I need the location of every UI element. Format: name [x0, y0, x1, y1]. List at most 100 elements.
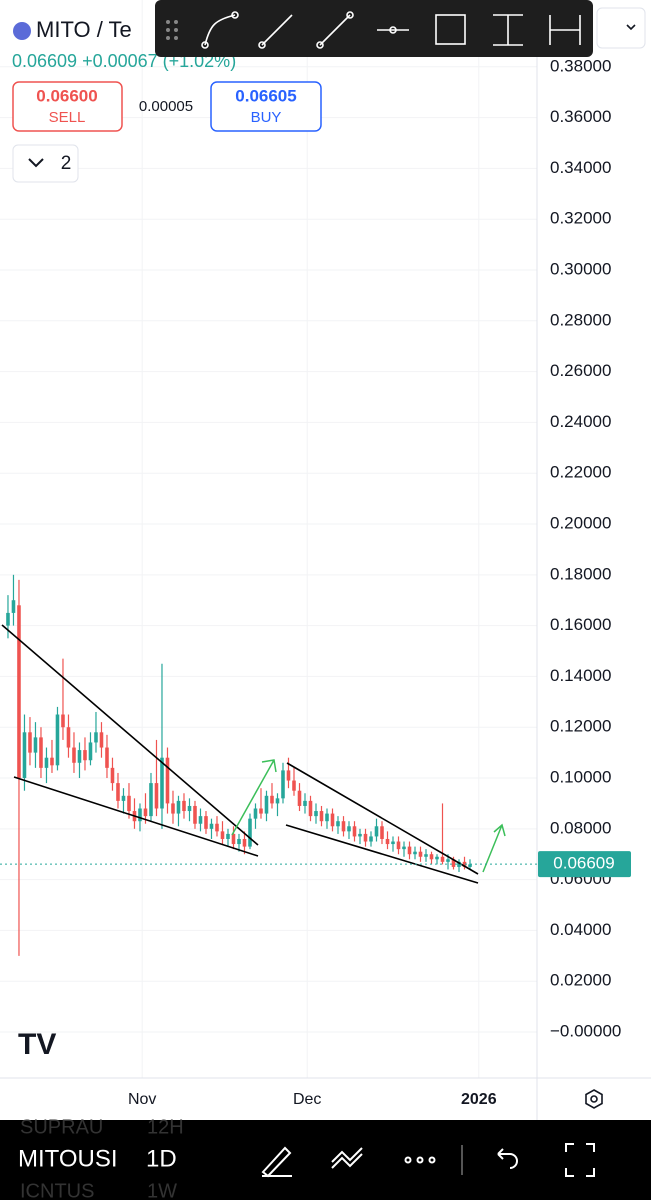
candle-body	[451, 859, 456, 867]
candle-body	[253, 808, 258, 819]
candle-body	[270, 795, 274, 804]
toolbar-handle	[166, 20, 178, 40]
candle-body	[391, 841, 395, 845]
candles	[6, 574, 472, 956]
x-tick-label: 2026	[461, 1091, 497, 1108]
candle-body	[182, 800, 186, 812]
candle-body	[374, 826, 379, 837]
candle-body	[94, 732, 98, 743]
spread: 0.00005	[139, 98, 193, 115]
tool-path[interactable]	[204, 14, 236, 46]
logo: TV	[18, 1028, 56, 1061]
y-tick-label: 0.22000	[550, 463, 611, 482]
candle-body	[369, 836, 373, 842]
trendlines	[1, 624, 479, 884]
candle-body	[292, 780, 296, 791]
y-tick-label: 0.28000	[550, 310, 611, 329]
indicator-icon[interactable]	[331, 1147, 363, 1169]
buy-button[interactable]	[210, 81, 322, 132]
settings-icon[interactable]	[585, 1089, 603, 1109]
candle-body	[22, 732, 27, 779]
x-tick-label: Nov	[128, 1091, 156, 1108]
buy-price: 0.06605	[235, 86, 296, 105]
bottom-icons[interactable]	[261, 1143, 595, 1178]
candle-body	[226, 833, 230, 839]
toolbar-tools[interactable]	[201, 11, 581, 49]
y-tick-label: 0.02000	[550, 971, 611, 990]
candle-body	[50, 757, 54, 766]
candle-body	[99, 732, 104, 748]
candle-body	[17, 605, 21, 779]
sell-button[interactable]	[12, 81, 123, 132]
candle-body	[462, 861, 467, 867]
candle-body	[39, 737, 43, 768]
candle-body	[264, 795, 269, 814]
candle-body	[396, 841, 401, 850]
candle-body	[66, 727, 71, 748]
y-tick-label: 0.36000	[550, 107, 611, 126]
symbol-icon	[13, 22, 31, 40]
candle-body	[402, 846, 406, 850]
y-tick-label: 0.10000	[550, 768, 611, 787]
y-tick-label: 0.08000	[550, 818, 611, 837]
y-tick-label: −0.00000	[550, 1022, 621, 1041]
candle-body	[187, 805, 192, 812]
tool-rectangle[interactable]	[435, 14, 466, 45]
tool-arrow[interactable]	[261, 14, 293, 46]
chevron	[28, 158, 44, 168]
y-tick-label: 0.14000	[550, 666, 611, 685]
candle-body	[138, 808, 142, 822]
candle-body	[347, 826, 351, 832]
pen-icon[interactable]	[261, 1146, 292, 1178]
candle-body	[193, 805, 197, 824]
candle-body	[336, 821, 340, 827]
y-tick-label: 0.12000	[550, 717, 611, 736]
y-tick-label: 0.34000	[550, 158, 611, 177]
tool-price-range[interactable]	[493, 14, 523, 46]
y-tick-label: 0.38000	[550, 56, 611, 75]
trendline	[13, 776, 259, 857]
candle-body	[297, 790, 302, 806]
candle-body	[308, 800, 313, 817]
sell-label: SELL	[49, 109, 86, 126]
candle-body	[468, 864, 472, 867]
tool-date-range[interactable]	[549, 15, 581, 45]
trendline	[1, 624, 259, 846]
tool-trendline[interactable]	[319, 14, 351, 46]
candle-body	[160, 757, 164, 809]
candle-body	[429, 854, 434, 860]
candle-body	[176, 800, 181, 814]
settings-icon-center	[590, 1095, 598, 1103]
candle-body	[303, 800, 307, 806]
dropdown-chevron	[626, 24, 636, 31]
y-tick-label: 0.30000	[550, 259, 611, 278]
y-tick-label: 0.18000	[550, 564, 611, 583]
ghost-symbol: ICNTUS	[20, 1180, 94, 1200]
candle-body	[204, 816, 208, 829]
candle-body	[44, 757, 49, 768]
bottom-symbol[interactable]: MITOUSI	[18, 1145, 118, 1172]
candle-body	[325, 813, 329, 822]
ghost-interval: 12H	[147, 1116, 184, 1138]
candle-body	[198, 816, 203, 824]
bottom-interval[interactable]: 1D	[146, 1145, 177, 1172]
candle-body	[127, 795, 131, 812]
fullscreen-icon[interactable]	[565, 1143, 595, 1177]
drawings-toggle[interactable]	[12, 144, 79, 183]
grid	[0, 0, 537, 1078]
candle-body	[6, 612, 10, 626]
candle-body	[286, 770, 291, 781]
y-tick-label: 0.26000	[550, 361, 611, 380]
undo-icon[interactable]	[497, 1148, 518, 1169]
candle-body	[116, 783, 120, 801]
candle-body	[380, 826, 384, 839]
candle-body	[330, 813, 335, 827]
symbol[interactable]: MITO / Te	[36, 17, 132, 42]
bottom-bar	[0, 1120, 651, 1200]
candle-body	[72, 747, 76, 763]
candle-body	[248, 818, 252, 847]
last-price-label: 0.06609	[553, 854, 614, 873]
dropdown[interactable]	[596, 7, 646, 49]
